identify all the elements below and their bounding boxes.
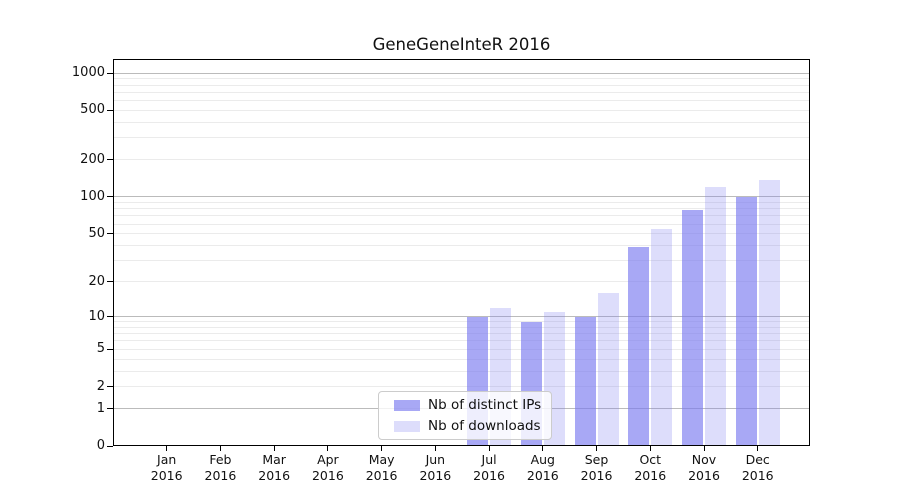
y-tick-label: 200 [80, 151, 105, 167]
x-axis-tick [649, 446, 651, 451]
gridline-minor [113, 281, 810, 283]
x-axis-tick [596, 446, 598, 451]
gridline-minor [113, 223, 810, 225]
x-tick-label: Jul 2016 [473, 452, 505, 483]
x-tick-label: Jun 2016 [419, 452, 452, 483]
y-tick-label: 50 [88, 225, 105, 241]
legend-swatch-distinct-ips [394, 399, 420, 411]
x-axis-tick [488, 446, 490, 451]
x-axis-tick [434, 446, 436, 451]
bar-downloads [758, 180, 780, 446]
gridline-minor [113, 358, 810, 360]
y-axis-tick [107, 348, 113, 350]
gridline-major [113, 316, 810, 318]
y-tick-label: 0 [96, 438, 105, 453]
gridline-minor [113, 370, 810, 372]
gridline-minor [113, 109, 810, 111]
x-axis-tick [327, 446, 329, 451]
y-axis-tick [107, 72, 113, 74]
plot-area [113, 59, 810, 446]
y-axis-tick [107, 408, 113, 410]
gridline-minor [113, 201, 810, 203]
bar-downloads [597, 293, 619, 446]
gridline-minor [113, 260, 810, 262]
y-axis-tick [107, 109, 113, 111]
legend-label-downloads: Nb of downloads [428, 418, 541, 434]
x-tick-label: Oct 2016 [634, 452, 667, 483]
x-axis-tick [757, 446, 759, 451]
bar-distinct-ips [574, 316, 596, 446]
gridline-minor [113, 121, 810, 123]
x-tick-label: Nov 2016 [688, 452, 720, 483]
legend-swatch-downloads [394, 420, 420, 432]
bar-distinct-ips [628, 246, 650, 446]
x-axis-tick [166, 446, 168, 451]
y-tick-label: 1000 [71, 65, 105, 81]
gridline-minor [113, 233, 810, 235]
x-axis-tick [542, 446, 544, 451]
gridline-minor [113, 326, 810, 328]
bar-downloads [651, 228, 673, 446]
legend-item-downloads: Nb of downloads [394, 419, 551, 433]
y-axis-tick [107, 281, 113, 283]
x-tick-label: Dec 2016 [741, 452, 774, 483]
y-axis-tick [107, 386, 113, 388]
x-axis-tick [703, 446, 705, 451]
x-tick-label: Jan 2016 [150, 452, 183, 483]
bar-distinct-ips [735, 196, 757, 446]
y-axis-tick [107, 196, 113, 198]
y-axis-tick [107, 233, 113, 235]
y-tick-label: 5 [96, 341, 105, 357]
gridline-major [113, 72, 810, 74]
y-axis-tick [107, 445, 113, 447]
legend-item-distinct-ips: Nb of distinct IPs [394, 398, 551, 412]
gridline-minor [113, 340, 810, 342]
y-tick-label: 100 [80, 188, 105, 204]
y-axis-tick [107, 316, 113, 318]
gridline-minor [113, 159, 810, 161]
gridline-minor [113, 321, 810, 323]
x-axis-tick [381, 446, 383, 451]
x-tick-label: Feb 2016 [204, 452, 237, 483]
y-tick-label: 20 [88, 273, 105, 289]
gridline-minor [113, 100, 810, 102]
gridline-minor [113, 215, 810, 217]
bar-distinct-ips [682, 210, 703, 446]
legend-label-distinct-ips: Nb of distinct IPs [428, 397, 542, 413]
bar-downloads [705, 187, 726, 446]
x-tick-label: Apr 2016 [311, 452, 344, 483]
gridline-minor [113, 137, 810, 139]
x-axis-tick [273, 446, 275, 451]
y-tick-label: 500 [80, 102, 105, 118]
x-tick-label: May 2016 [365, 452, 398, 483]
x-tick-label: Mar 2016 [258, 452, 291, 483]
legend: Nb of distinct IPs Nb of downloads [378, 391, 552, 440]
y-axis-tick [107, 159, 113, 161]
gridline-minor [113, 84, 810, 86]
gridline-minor [113, 78, 810, 80]
x-tick-label: Aug 2016 [526, 452, 559, 483]
x-tick-label: Sep 2016 [580, 452, 613, 483]
gridline-minor [113, 333, 810, 335]
y-tick-label: 10 [88, 308, 105, 324]
gridline-minor [113, 91, 810, 93]
gridline-minor [113, 245, 810, 247]
gridline-minor [113, 208, 810, 210]
gridline-minor [113, 348, 810, 350]
x-axis-tick [219, 446, 221, 451]
y-tick-label: 2 [96, 378, 105, 394]
chart-title: GeneGeneInteR 2016 [372, 35, 551, 54]
y-tick-label: 1 [96, 400, 105, 416]
gridline-minor [113, 386, 810, 388]
gridline-major [113, 196, 810, 198]
